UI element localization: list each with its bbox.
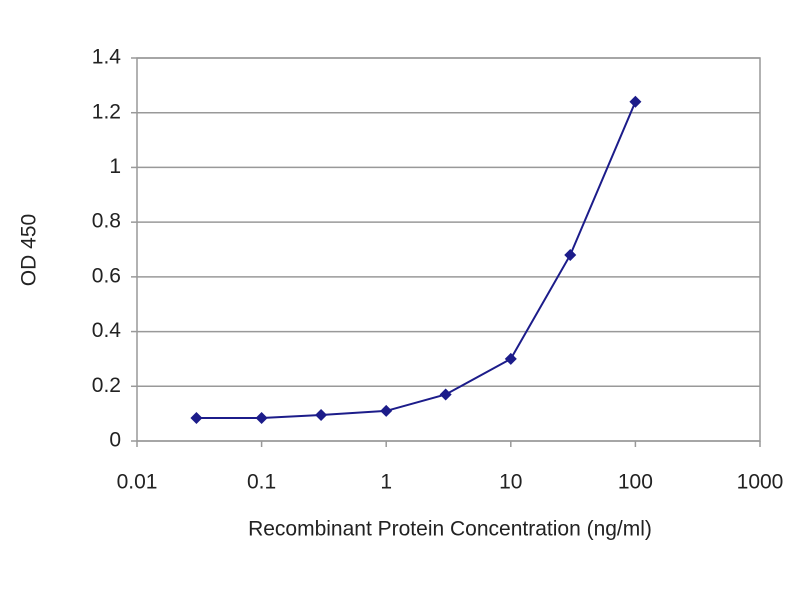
y-axis-label: OD 450 xyxy=(18,214,41,286)
y-tick-label: 0 xyxy=(109,429,121,452)
point xyxy=(315,409,328,422)
y-tick-label: 1.2 xyxy=(92,100,121,123)
point xyxy=(629,95,642,108)
y-tick-label: 0.4 xyxy=(92,319,122,342)
point xyxy=(439,388,452,401)
x-tick-label: 0.1 xyxy=(247,471,276,494)
y-tick-label: 1.4 xyxy=(92,46,122,69)
x-tick-label: 1 xyxy=(380,471,392,494)
plot-area xyxy=(136,57,761,442)
x-tick-label: 1000 xyxy=(737,471,784,494)
x-tick-label: 0.01 xyxy=(117,471,158,494)
point xyxy=(380,404,393,417)
x-tick-label: 10 xyxy=(499,471,522,494)
y-tick-label: 0.2 xyxy=(92,374,121,397)
x-axis-label: Recombinant Protein Concentration (ng/ml… xyxy=(248,518,652,541)
point xyxy=(564,248,577,261)
y-tick-label: 0.6 xyxy=(92,264,121,287)
y-tick-label: 1 xyxy=(109,155,121,178)
point xyxy=(504,352,517,365)
point xyxy=(255,412,268,425)
line xyxy=(196,101,637,420)
y-tick-label: 0.8 xyxy=(92,210,121,233)
point xyxy=(190,412,203,425)
x-tick-label: 100 xyxy=(618,471,653,494)
